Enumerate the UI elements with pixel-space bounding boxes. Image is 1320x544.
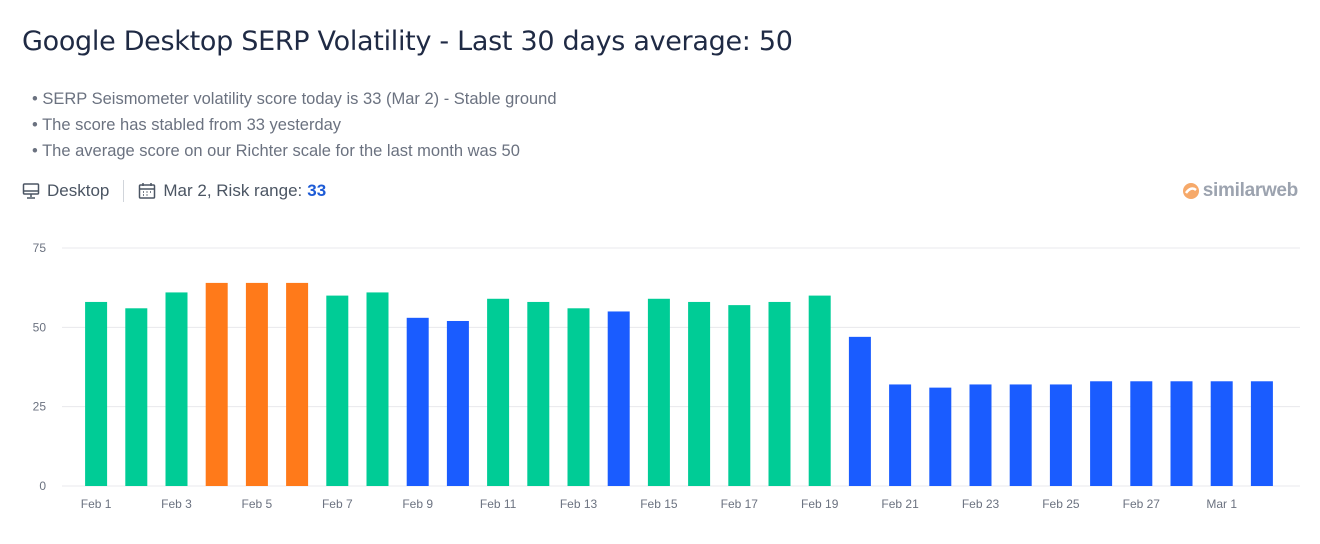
bar <box>366 292 389 486</box>
bar <box>929 387 952 486</box>
device-label: Desktop <box>47 181 110 200</box>
risk-value: 33 <box>307 181 327 200</box>
x-tick-label: Feb 17 <box>721 497 759 511</box>
calendar-icon <box>139 183 156 199</box>
bar <box>446 320 469 486</box>
bar <box>848 336 871 486</box>
y-tick-label: 50 <box>33 320 47 334</box>
x-tick-label: Mar 1 <box>1206 497 1237 511</box>
similarweb-logo: similarweb <box>1182 180 1298 202</box>
summary-item: SERP Seismometer volatility score today … <box>32 88 556 114</box>
x-tick-label: Feb 1 <box>81 497 112 511</box>
x-tick-label: Feb 5 <box>242 497 273 511</box>
bar <box>527 301 550 486</box>
logo-text: similarweb <box>1202 180 1299 201</box>
x-tick-label: Feb 23 <box>962 497 1000 511</box>
bar <box>969 384 992 486</box>
bar <box>647 298 670 486</box>
bar <box>728 305 751 486</box>
bar <box>406 317 429 486</box>
x-tick-label: Feb 11 <box>480 497 517 511</box>
x-tick-label: Feb 27 <box>1123 497 1161 511</box>
x-tick-label: Feb 3 <box>161 497 192 511</box>
bar-chart: 0 25 50 75 Feb 1 Feb 3 Feb 5 Feb 7 Feb 9 Feb 11 Fe… <box>33 241 1300 511</box>
bar <box>165 292 188 486</box>
y-tick-label: 25 <box>33 400 47 414</box>
summary-item: The average score on our Richter scale f… <box>32 140 557 166</box>
x-tick-label: Feb 19 <box>801 497 839 511</box>
bar <box>1009 384 1032 486</box>
bar <box>1090 381 1113 486</box>
summary-list: SERP Seismometer volatility score today … <box>32 88 557 166</box>
bar <box>245 282 268 486</box>
x-tick-label: Feb 25 <box>1042 497 1080 511</box>
bar <box>808 295 831 486</box>
bar <box>688 301 711 486</box>
y-tick-label: 75 <box>33 241 47 255</box>
x-tick-label: Feb 9 <box>402 497 433 511</box>
similarweb-logo-icon <box>1182 183 1199 199</box>
monitor-icon <box>22 183 40 199</box>
page-title: Google Desktop SERP Volatility - Last 30… <box>22 26 793 57</box>
bar <box>567 308 590 486</box>
bar <box>1130 381 1153 486</box>
bar <box>205 282 228 486</box>
x-tick-label: Feb 15 <box>640 497 678 511</box>
x-tick-label: Feb 7 <box>322 497 353 511</box>
bar <box>889 384 912 486</box>
bar <box>1250 381 1273 486</box>
divider <box>123 180 125 202</box>
bar <box>768 301 791 486</box>
chart-meta: Desktop Mar 2, Risk range: 33 <box>22 180 326 202</box>
bar <box>1049 384 1072 486</box>
bar <box>1210 381 1233 486</box>
bar <box>607 311 630 486</box>
bar <box>326 295 349 486</box>
summary-item: The score has stabled from 33 yesterday <box>32 114 557 140</box>
x-tick-label: Feb 21 <box>881 497 919 511</box>
date-label: Mar 2, Risk range: <box>163 181 303 200</box>
bar <box>487 298 510 486</box>
bar <box>1170 381 1193 486</box>
bar <box>85 301 108 486</box>
bar <box>125 308 148 486</box>
bar <box>286 282 309 486</box>
x-tick-label: Feb 13 <box>560 497 598 511</box>
y-tick-label: 0 <box>39 479 46 493</box>
